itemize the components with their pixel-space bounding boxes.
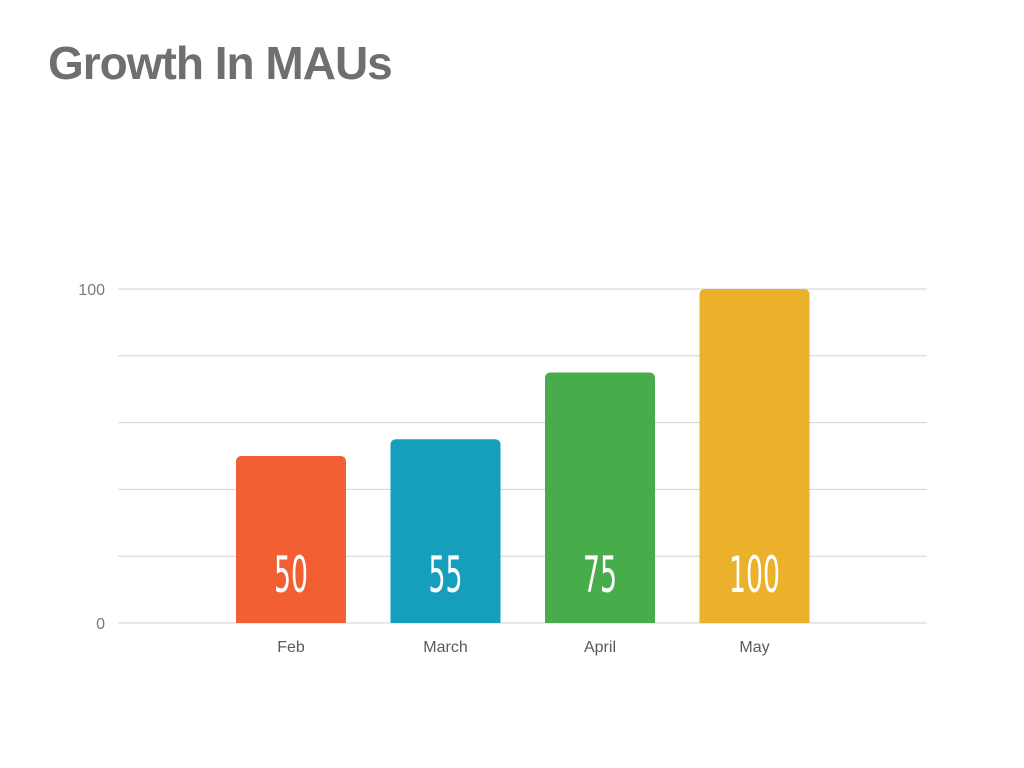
bar-may (699, 289, 810, 623)
bar-value-label: 50 (274, 546, 308, 604)
labels: 0 100 50 Feb 55 March 75 April 100 May (78, 282, 780, 656)
x-tick-label: May (739, 639, 769, 656)
page-title: Growth In MAUs (48, 37, 393, 89)
y-tick-label: 100 (78, 282, 105, 299)
bars (236, 289, 810, 623)
bar-value-label: 75 (583, 546, 617, 604)
bar-value-label: 100 (729, 546, 780, 604)
y-tick-label: 0 (96, 616, 105, 633)
x-tick-label: April (584, 639, 616, 656)
bar-april (545, 372, 655, 623)
x-tick-label: Feb (277, 639, 305, 656)
x-tick-label: March (423, 639, 467, 656)
bar-march (390, 439, 501, 623)
bar-value-label: 55 (429, 546, 463, 604)
bar-feb (236, 456, 346, 623)
